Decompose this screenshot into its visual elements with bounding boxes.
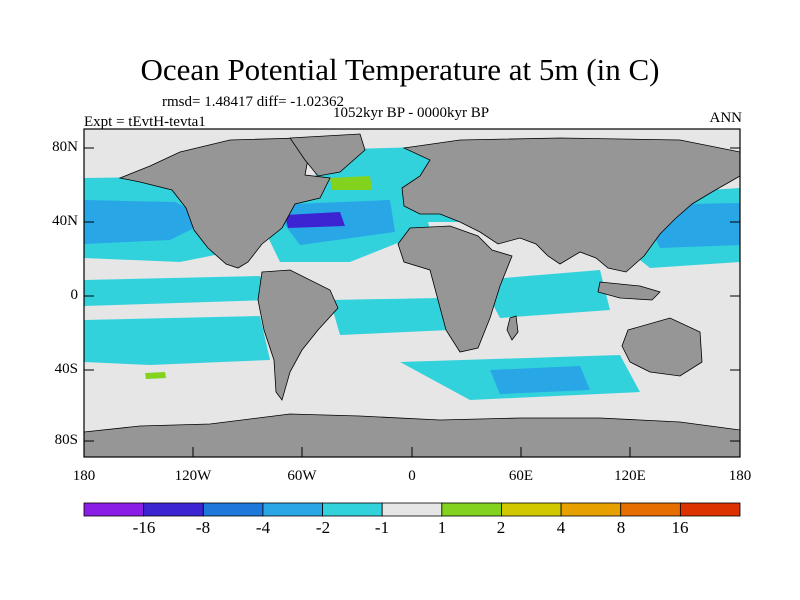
colorbar-label: 4 bbox=[556, 518, 566, 537]
colorbar-label: 8 bbox=[616, 518, 626, 537]
colorbar bbox=[83, 502, 741, 517]
patch-n-pacific-inner bbox=[84, 200, 210, 244]
africa bbox=[397, 225, 513, 353]
colorbar-swatch bbox=[560, 502, 622, 517]
patch-s-ocean-inner bbox=[490, 366, 590, 394]
lon-tick-180w: 180 bbox=[72, 468, 96, 484]
lon-tick-120w: 120W bbox=[174, 468, 212, 484]
colorbar-swatch bbox=[620, 502, 681, 517]
lon-tick-0: 0 bbox=[408, 468, 416, 484]
greenland bbox=[289, 133, 366, 177]
season-label: ANN bbox=[709, 110, 743, 126]
australia bbox=[621, 317, 703, 377]
patch-indian bbox=[480, 270, 610, 318]
stats-label: rmsd= 1.48417 diff= -1.02362 bbox=[162, 94, 345, 110]
colorbar-label: -8 bbox=[195, 518, 211, 537]
patch-warm-2 bbox=[145, 372, 166, 379]
patch-s-atlantic bbox=[330, 298, 450, 335]
axis-ticks bbox=[83, 147, 741, 457]
colorbar-label: -2 bbox=[315, 518, 331, 537]
patch-gulf-stream bbox=[285, 212, 345, 228]
lat-tick-0: 0 bbox=[70, 287, 79, 303]
europe-asia bbox=[401, 137, 740, 273]
patch-s-pacific bbox=[84, 316, 270, 365]
colorbar-label: 2 bbox=[496, 518, 506, 537]
lat-tick-40s: 40S bbox=[54, 361, 78, 377]
patch-eq-pacific bbox=[84, 276, 270, 306]
colorbar-swatch bbox=[202, 502, 264, 517]
madagascar bbox=[506, 315, 519, 341]
chart-title: Ocean Potential Temperature at 5m (in C) bbox=[140, 52, 660, 87]
experiment-label: Expt = tEvtH-tevta1 bbox=[84, 114, 206, 130]
period-label: 1052kyr BP - 0000kyr BP bbox=[332, 105, 490, 121]
land-masses bbox=[84, 133, 740, 457]
colorbar-swatch bbox=[441, 502, 502, 517]
patch-warm-1 bbox=[330, 176, 372, 190]
indonesia bbox=[597, 281, 661, 301]
south-america bbox=[257, 269, 339, 401]
lon-tick-180e: 180 bbox=[728, 468, 752, 484]
lon-tick-60w: 60W bbox=[287, 468, 317, 484]
colorbar-label: 1 bbox=[437, 518, 447, 537]
colorbar-swatch bbox=[262, 502, 323, 517]
lon-tick-120e: 120E bbox=[614, 468, 646, 484]
colorbar-swatch bbox=[83, 502, 145, 517]
lat-tick-80n: 80N bbox=[52, 139, 78, 155]
colorbar-label: -16 bbox=[132, 518, 156, 537]
colorbar-label: -1 bbox=[374, 518, 390, 537]
colorbar-label: -4 bbox=[255, 518, 271, 537]
lat-tick-40n: 40N bbox=[52, 213, 78, 229]
colorbar-label: 16 bbox=[671, 518, 689, 537]
colorbar-swatch bbox=[143, 502, 204, 517]
colorbar-swatch bbox=[322, 502, 383, 517]
colorbar-swatch bbox=[501, 502, 562, 517]
lon-tick-60e: 60E bbox=[508, 468, 534, 484]
colorbar-swatch bbox=[679, 502, 741, 517]
lat-tick-80s: 80S bbox=[54, 432, 78, 448]
antarctica bbox=[84, 413, 740, 457]
colorbar-swatch bbox=[381, 502, 443, 517]
